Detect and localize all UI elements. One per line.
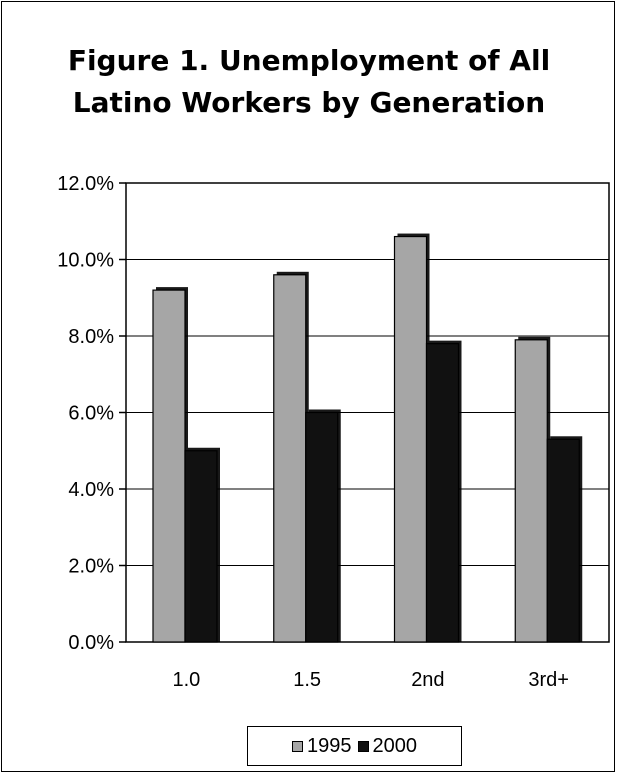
legend: 1995 2000 <box>247 726 462 766</box>
x-tick-label: 1.5 <box>293 669 321 691</box>
legend-entry-1995: 1995 <box>292 735 352 758</box>
x-tick-label: 3rd+ <box>528 669 569 691</box>
y-tick-label: 12.0% <box>57 173 114 195</box>
legend-label-2000: 2000 <box>372 734 418 757</box>
legend-label-1995: 1995 <box>307 734 352 757</box>
legend-entry-2000: 2000 <box>357 734 418 758</box>
y-tick-label: 6.0% <box>68 403 114 425</box>
bar-2000-1.0 <box>184 450 218 643</box>
x-tick-label: 1.0 <box>172 669 200 691</box>
bar-1995-3rd+ <box>514 339 548 643</box>
chart-title-line-2: Latino Workers by Generation <box>72 86 546 119</box>
bar-1995-1.0 <box>152 289 186 643</box>
bar-1995-2nd <box>393 235 428 643</box>
y-tick-label: 4.0% <box>68 479 114 501</box>
y-tick-label: 0.0% <box>68 632 114 654</box>
bar-2000-2nd <box>425 343 460 643</box>
y-tick-label: 2.0% <box>68 556 114 578</box>
legend-swatch-1995 <box>292 740 303 752</box>
legend-swatch-2000 <box>357 740 369 752</box>
y-tick-label: 8.0% <box>68 326 114 348</box>
chart-title: Figure 1. Unemployment of All Latino Wor… <box>0 40 618 124</box>
x-tick-label: 2nd <box>411 669 444 691</box>
bar-1995-1.5 <box>273 274 307 643</box>
bar-2000-3rd+ <box>546 438 580 643</box>
y-tick-label: 10.0% <box>57 250 114 272</box>
bar-2000-1.5 <box>305 411 339 643</box>
chart-title-line-1: Figure 1. Unemployment of All <box>67 44 551 77</box>
